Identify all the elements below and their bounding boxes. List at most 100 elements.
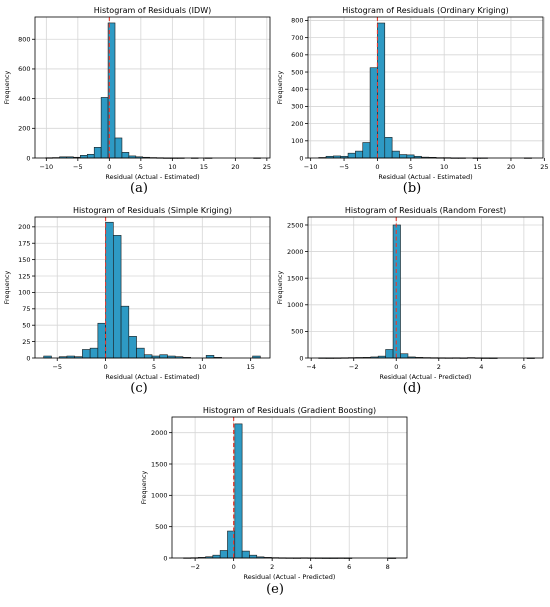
histogram-bar [241, 550, 250, 559]
x-tick-label: 4 [479, 363, 483, 371]
histogram-bar [400, 353, 409, 359]
x-tick-label: 4 [309, 563, 313, 571]
y-tick-label: 175 [18, 240, 30, 248]
x-tick-label: 10 [168, 163, 176, 171]
plot-frame [171, 416, 408, 559]
histogram-bar [120, 305, 130, 359]
histogram-bar [93, 147, 102, 159]
y-axis-label: Frequency [276, 271, 284, 305]
x-tick-label: 15 [247, 363, 255, 371]
y-tick-label: 100 [291, 137, 303, 145]
x-tick-label: −10 [304, 163, 318, 171]
x-tick-label: 8 [386, 563, 390, 571]
histogram-bar [86, 153, 95, 159]
y-tick-label: 600 [291, 51, 303, 59]
x-tick-label: 15 [473, 163, 481, 171]
y-axis-label: Frequency [276, 71, 284, 105]
plot-frame [34, 216, 271, 359]
x-tick-label: 0 [375, 163, 379, 171]
y-tick-label: 2000 [287, 248, 304, 256]
x-tick-label: 5 [152, 363, 156, 371]
chart-title: Histogram of Residuals (Ordinary Kriging… [342, 6, 509, 15]
histogram-panel-5: −2 0 2 4 6 8 0 500 1000 1500 2000 Histogram of Resi… [140, 406, 408, 597]
panel-label: (e) [266, 582, 284, 597]
y-tick-label: 0 [163, 554, 167, 562]
y-tick-label: 200 [18, 223, 30, 231]
x-tick-label: 2 [437, 363, 441, 371]
chart-title: Histogram of Residuals (Simple Kriging) [73, 206, 232, 215]
y-tick-label: 25 [22, 338, 30, 346]
histogram-panel-4: −4 −2 0 2 4 6 0 500 1000 1500 2000 2500 Histogram of… [276, 206, 544, 396]
panel-label: (a) [130, 181, 148, 196]
plot-frame [307, 16, 544, 159]
panel-label: (c) [130, 381, 147, 396]
histogram-bar [249, 554, 258, 559]
histogram-bar [128, 336, 137, 359]
plot-frame [307, 216, 544, 359]
histogram-panel-1: −10 −5 0 5 10 15 20 25 0 200 400 600 800 Histogram of… [3, 6, 271, 196]
x-tick-label: −2 [349, 363, 359, 371]
histogram-bar [159, 354, 168, 359]
y-tick-label: 1500 [287, 274, 304, 282]
chart-title: Histogram of Residuals (Gradient Boostin… [203, 406, 376, 415]
x-tick-label: −2 [190, 563, 200, 571]
x-axis-label: Residual (Actual - Predicted) [244, 573, 336, 581]
x-tick-label: 0 [232, 563, 236, 571]
histogram-bar [97, 322, 106, 359]
histogram-bar [399, 154, 408, 159]
histogram-bar [136, 347, 145, 359]
y-tick-label: 1000 [287, 301, 304, 309]
x-tick-label: 0 [107, 163, 111, 171]
x-tick-label: 6 [347, 563, 351, 571]
histogram-bar [82, 349, 91, 359]
chart-title: Histogram of Residuals (IDW) [94, 6, 211, 15]
y-tick-label: 800 [291, 17, 303, 25]
panel-label: (b) [403, 181, 421, 196]
x-tick-label: 6 [522, 363, 526, 371]
x-tick-label: −5 [73, 163, 83, 171]
histogram-bar [89, 347, 99, 359]
x-axis-label: Residual (Actual - Estimated) [378, 173, 472, 181]
histogram-bar [234, 423, 243, 559]
y-tick-label: 50 [22, 322, 30, 330]
y-tick-label: 800 [18, 36, 30, 44]
histogram-bar [219, 550, 228, 559]
y-tick-label: 1500 [151, 460, 168, 468]
x-tick-label: 25 [540, 163, 548, 171]
x-axis-label: Residual (Actual - Estimated) [105, 373, 199, 381]
histogram-bar [105, 221, 114, 359]
y-tick-label: 200 [291, 120, 303, 128]
y-tick-label: 75 [22, 305, 30, 313]
y-tick-label: 0 [299, 354, 303, 362]
y-tick-label: 500 [291, 68, 303, 76]
y-tick-label: 0 [299, 154, 303, 162]
x-tick-label: 0 [394, 363, 398, 371]
x-tick-label: 15 [200, 163, 208, 171]
y-tick-label: 0 [26, 154, 30, 162]
histogram-bar [114, 137, 123, 159]
histogram-bar [355, 150, 364, 159]
histogram-bar [385, 349, 394, 359]
y-tick-label: 100 [18, 289, 30, 297]
y-tick-label: 300 [291, 103, 303, 111]
histogram-bar [121, 152, 130, 159]
y-tick-label: 1000 [151, 492, 168, 500]
histogram-bar [377, 22, 386, 159]
y-tick-label: 150 [18, 256, 30, 264]
y-tick-label: 0 [26, 354, 30, 362]
y-tick-label: 600 [18, 65, 30, 73]
x-tick-label: −5 [339, 163, 349, 171]
histogram-bar [347, 152, 356, 159]
plot-frame [34, 16, 271, 159]
histogram-bar [143, 354, 153, 359]
histogram-bar [369, 67, 378, 159]
y-tick-label: 500 [291, 328, 303, 336]
x-tick-label: −5 [52, 363, 62, 371]
y-axis-label: Frequency [3, 71, 11, 105]
y-tick-label: 500 [155, 523, 167, 531]
histogram-bar [113, 235, 122, 359]
y-axis-label: Frequency [3, 271, 11, 305]
x-tick-label: 25 [263, 163, 271, 171]
x-tick-label: 10 [440, 163, 448, 171]
